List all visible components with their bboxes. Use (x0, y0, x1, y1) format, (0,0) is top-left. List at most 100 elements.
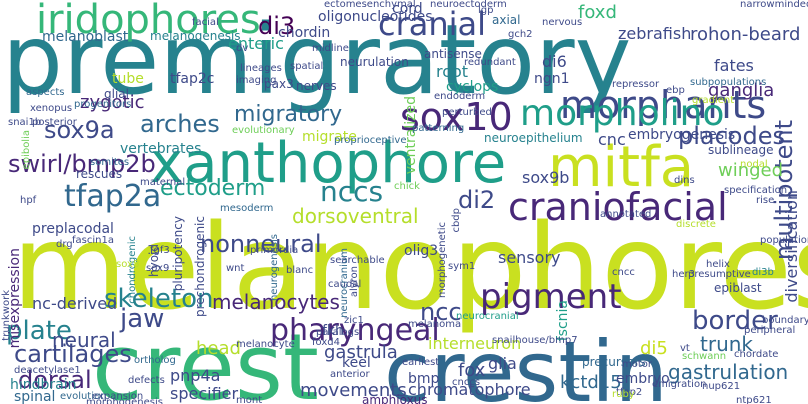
word-dv: dv (236, 43, 249, 54)
word-repressor: repressor (612, 79, 660, 90)
word-morphogenetic: morphogenetic (437, 222, 448, 298)
word-helix: helix (706, 259, 730, 270)
word-plate: plate (6, 316, 72, 346)
word-primordia: primordia (250, 245, 299, 256)
word-preplacodal: preplacodal (32, 221, 114, 237)
word-zygotic: zygotic (80, 92, 145, 113)
word-fates: fates (714, 56, 754, 75)
word-spatial: spatial (290, 61, 324, 72)
word-gastrula: gastrula (324, 342, 398, 363)
word-midline: midline (312, 43, 349, 54)
word-dins: dins (674, 175, 695, 186)
word-precursors: precursors (582, 355, 646, 369)
word-melanocyte: melanocyte (236, 339, 295, 350)
word-caudal: caudal (328, 279, 362, 290)
word-imaging: imaging (236, 75, 277, 86)
word-anterior: anterior (330, 369, 370, 380)
word-glial: glial (104, 87, 129, 101)
word-ectoderm: ectoderm (160, 176, 266, 201)
word-emigration: emigration (652, 379, 707, 390)
word-tfap2c: tfap2c (170, 71, 215, 87)
word-ncc: ncc (420, 298, 462, 326)
word-tube: tube (112, 71, 144, 87)
word-drg: drg (56, 239, 73, 250)
word-cnc: cnc (598, 130, 626, 149)
word-nc-derived: nc-derived (32, 294, 118, 313)
word-arches: arches (140, 110, 220, 138)
word-fkh: fkh (322, 323, 344, 339)
word-root: root (436, 62, 469, 81)
word-spinal: spinal (14, 389, 56, 404)
word-cncc: cncc (612, 267, 635, 278)
word-epibolia: epibolia (21, 130, 32, 170)
word-specification: specification (724, 185, 788, 196)
word-pax3: pax3 (264, 77, 294, 91)
word-vertebrates: vertebrates (120, 141, 202, 157)
word-mitfa: mitfa (548, 135, 695, 200)
word-iridophores: iridophores (36, 0, 261, 43)
word-diversification: diversification (782, 190, 801, 303)
word-mesoderm: mesoderm (220, 203, 274, 214)
word-patterning: patterning (412, 123, 465, 134)
word-di3b: di3b (752, 267, 774, 278)
word-dorsoventral: dorsoventral (292, 204, 419, 228)
word-nervous: nervous (542, 17, 583, 28)
word-endoderm: endoderm (434, 91, 486, 102)
word-tfap2a: tfap2a (64, 179, 162, 214)
word-head: head (196, 338, 241, 359)
word-trunk: trunk (700, 332, 753, 356)
word-kctd15: kctd15 (560, 372, 622, 393)
word-ortholog: ortholog (134, 355, 176, 366)
word-nodal: nodal (740, 159, 768, 170)
word-nccs: nccs (320, 175, 384, 208)
word-foxd: foxd (578, 2, 617, 23)
word-rescues: rescues (76, 167, 123, 181)
word-pigment: pigment (480, 277, 622, 317)
word-peripheral: peripheral (744, 325, 796, 336)
word-perturbed: perturbed (442, 107, 492, 118)
word-neurulation: neurulation (340, 55, 409, 69)
word-proprioceptive: proprioceptive (334, 135, 407, 146)
word-pnp4a: pnp4a (170, 366, 221, 385)
word-snailhouse-bmp7: snailhouse/bmp7 (492, 335, 578, 346)
word-prechondrogenic: prechondrogenic (193, 216, 207, 317)
word-border: border (692, 306, 778, 336)
word-discrete: discrete (676, 219, 716, 230)
word-paralogs: paralogs (316, 327, 360, 338)
word-jaw: jaw (120, 304, 165, 334)
word-nup621: nup621 (702, 381, 741, 392)
word-zic1: zic1 (344, 315, 364, 326)
word-deacetylase1: deacetylase1 (14, 365, 81, 376)
word-neurocranial: neurocranial (456, 311, 519, 322)
word-schwann: schwann (682, 351, 727, 362)
word-subpopulations: subpopulations (690, 77, 767, 88)
word-searchable: searchable (330, 255, 385, 266)
word-antisense: antisense (424, 47, 482, 61)
word-neural: neural (52, 328, 116, 352)
word-cyclops: cyclops (446, 79, 499, 95)
word-earliest: earliest (402, 357, 440, 368)
word-premigratory: premigratory (2, 4, 632, 116)
word-lgp: lgp (478, 5, 494, 16)
word-di6: di6 (542, 52, 567, 71)
word-zebrafish: zebrafish (618, 24, 692, 43)
word-gastrulation: gastrulation (668, 360, 789, 384)
word-xenopus: xenopus (30, 103, 73, 114)
word-presumptive: presumptive (688, 269, 751, 280)
word-hindbrain: hindbrain (10, 377, 77, 393)
word-dorsal: dorsal (18, 366, 92, 394)
word-ngn1: ngn1 (534, 71, 570, 87)
word-rohon-beard: rohon-beard (690, 24, 801, 45)
word-axial: axial (492, 13, 521, 27)
word-amphioxus: amphioxus (362, 393, 428, 404)
word-di3: di3 (258, 12, 296, 40)
word-sox9a: sox9a (44, 116, 115, 144)
word-melanoma: melanoma (408, 319, 462, 330)
word-mont: mont (236, 395, 263, 404)
word-placodes: placodes (678, 122, 785, 150)
word-fascin1a: fascin1a (72, 235, 114, 246)
word-alyron: alyron (349, 266, 360, 298)
word-winged: winged (718, 160, 784, 181)
word-blanc: blanc (286, 265, 314, 276)
word-ruby: ruby (612, 389, 635, 400)
